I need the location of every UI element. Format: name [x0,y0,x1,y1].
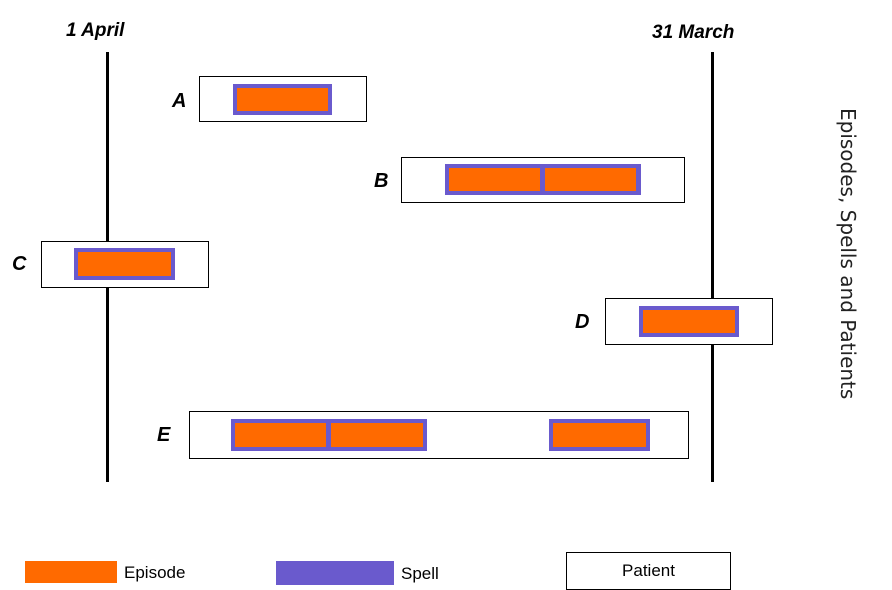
legend-episode-swatch [25,561,117,583]
patient-a-label: A [172,90,187,112]
patient-a-episode [237,88,328,111]
patient-b-episode-1 [449,168,540,191]
legend-spell-swatch [276,561,394,585]
end-date-line [711,52,714,482]
patient-e-spell-2-episode-1 [553,423,646,447]
patient-e-label: E [157,424,171,446]
legend-spell-label: Spell [401,564,439,583]
patient-e-spell-1-episode-1 [235,423,326,447]
patient-b-label: B [374,170,389,192]
legend-patient-label: Patient [622,561,675,580]
legend-episode-label: Episode [124,563,186,582]
start-date-label: 1 April [66,20,125,41]
end-date-label: 31 March [652,22,735,43]
patient-c-label: C [12,253,27,275]
diagram-title: Episodes, Spells and Patients [836,108,860,400]
patient-d-label: D [575,311,590,333]
patient-c-episode [78,252,171,276]
patient-d-episode [643,310,735,333]
legend-patient-box: Patient [566,552,731,590]
patient-b-episode-2 [545,168,636,191]
patient-e-spell-1-episode-2 [331,423,423,447]
